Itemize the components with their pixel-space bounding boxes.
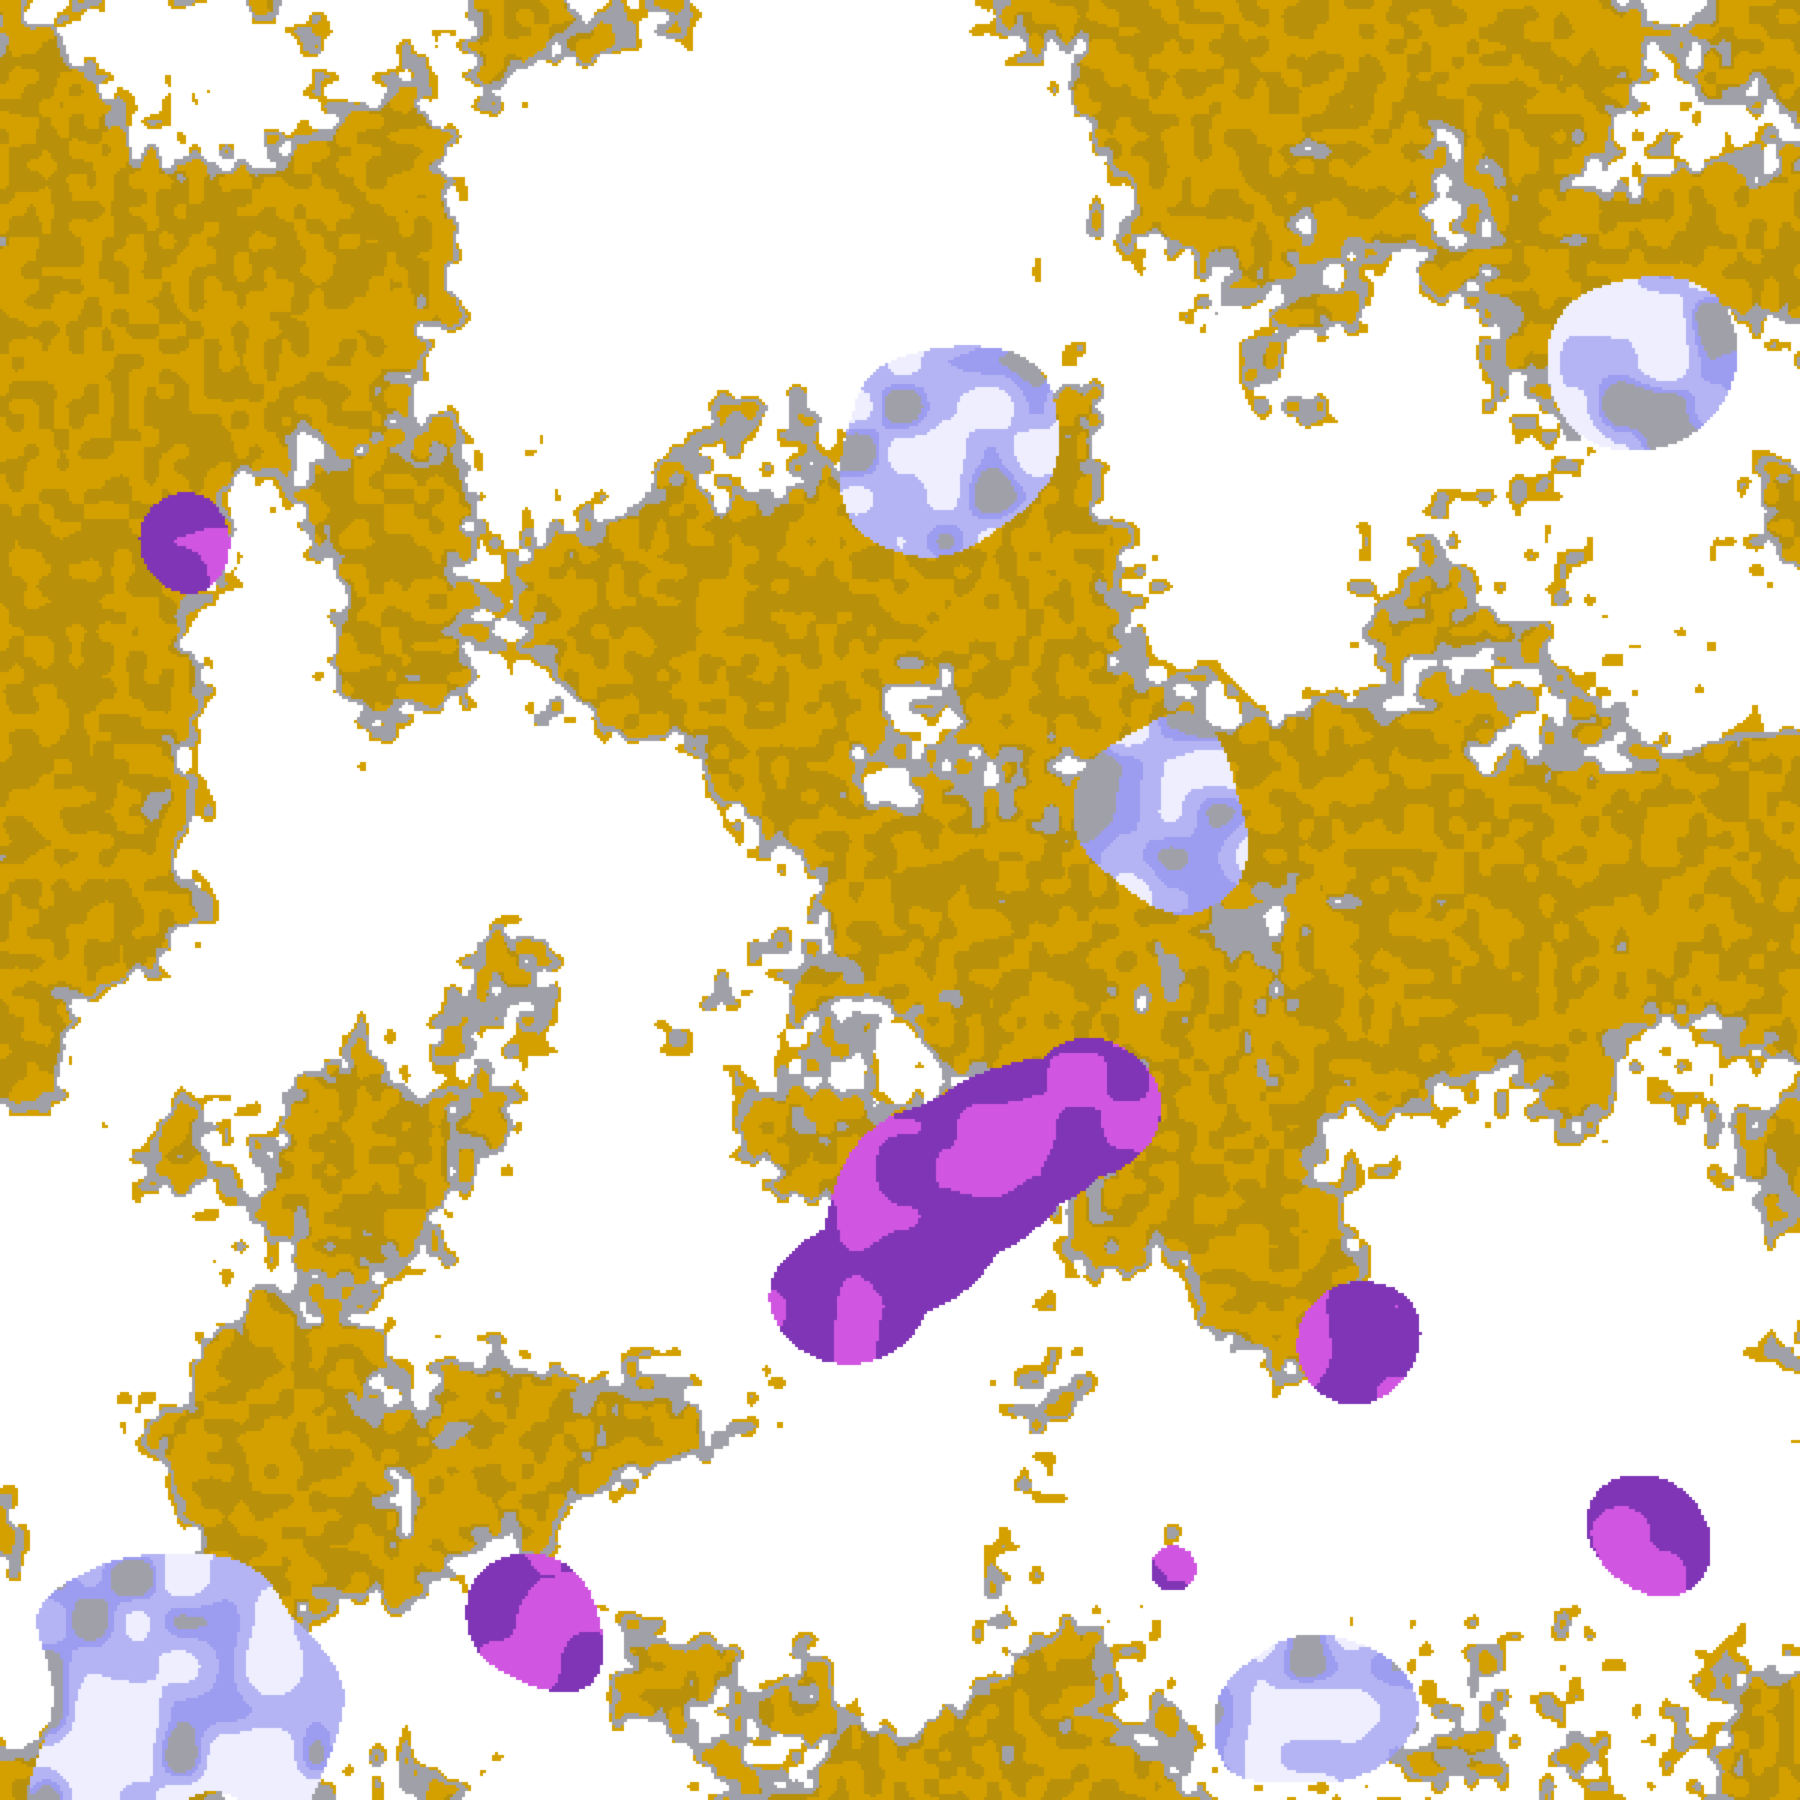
satellite-cloud-map — [0, 0, 1800, 1800]
